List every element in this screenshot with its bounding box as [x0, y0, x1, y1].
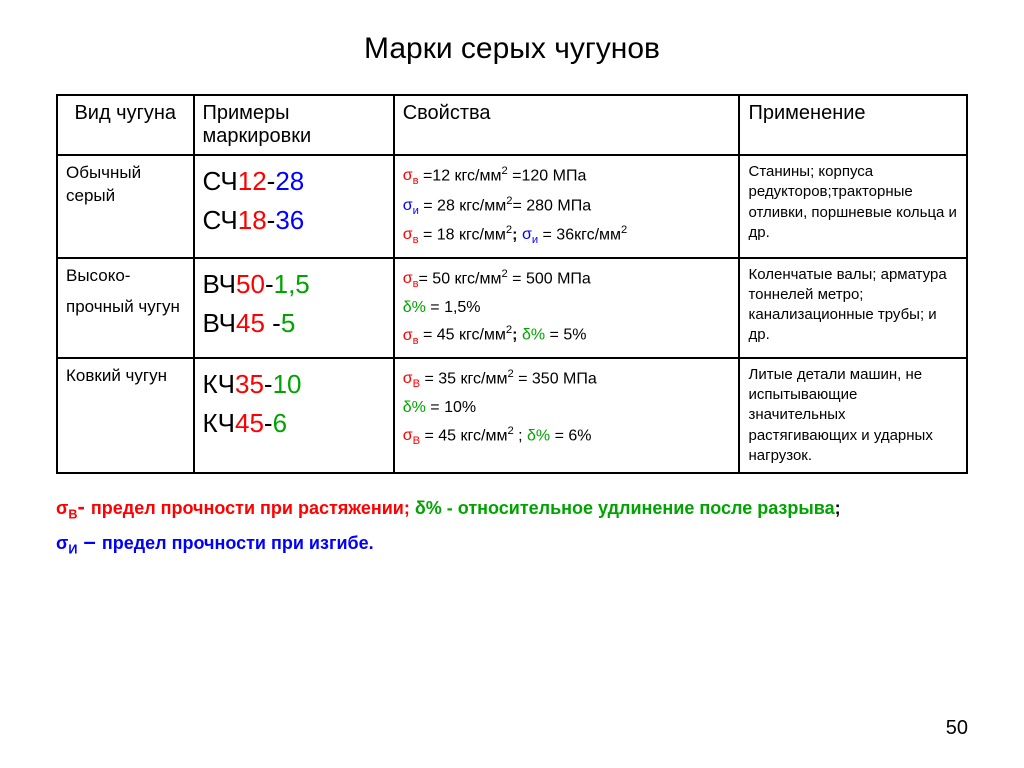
cell-use: Коленчатые валы; арматура тоннелей метро…: [739, 258, 967, 358]
table-row: Обычный серый СЧ12-28 СЧ18-36 σв =12 кгс…: [57, 155, 967, 258]
cast-iron-table: Вид чугуна Примеры маркировки Свойства П…: [56, 94, 968, 474]
mark-num2: 6: [273, 408, 287, 438]
mark-prefix: СЧ: [203, 166, 238, 196]
legend-sigma-i: σИ –: [56, 533, 102, 553]
prop-val: = 1,5%: [426, 299, 481, 316]
prop-val: = 5%: [545, 327, 586, 344]
cell-marks: КЧ35-10 КЧ45-6: [194, 358, 394, 473]
cell-type: Ковкий чугун: [57, 358, 194, 473]
mark-num1: 18: [238, 205, 267, 235]
prop-val: = 28 кгс/мм: [419, 197, 506, 214]
type-line2: прочный чугун: [66, 296, 185, 319]
cell-props: σВ = 35 кгс/мм2 = 350 МПа δ% = 10% σВ = …: [394, 358, 740, 473]
mark-dash: -: [265, 269, 274, 299]
mark-num1: 12: [238, 166, 267, 196]
mark-num1: 35: [235, 369, 264, 399]
cell-marks: СЧ12-28 СЧ18-36: [194, 155, 394, 258]
prop-sep: ;: [512, 226, 522, 243]
mark-num1: 50: [236, 269, 265, 299]
prop-val: = 35 кгс/мм: [420, 370, 507, 387]
mark-prefix: СЧ: [203, 205, 238, 235]
prop-val: = 45 кгс/мм: [420, 427, 507, 444]
mark-num2: 36: [275, 205, 304, 235]
cell-type: Высоко- прочный чугун: [57, 258, 194, 358]
col-header-type: Вид чугуна: [57, 95, 194, 155]
legend-delta-sym: δ% -: [415, 498, 458, 518]
table-row: Высоко- прочный чугун ВЧ50-1,5 ВЧ45 -5 σ…: [57, 258, 967, 358]
mark-dash: -: [264, 408, 273, 438]
legend-sigma-v: σВ-: [56, 498, 91, 518]
legend-semi: ;: [835, 498, 841, 518]
mark-prefix: ВЧ: [203, 308, 237, 338]
mark-dash: -: [265, 308, 281, 338]
page-number: 50: [946, 717, 968, 740]
mark-num2: 28: [275, 166, 304, 196]
prop-val: = 36кгс/мм: [538, 226, 621, 243]
prop-val: = 10%: [426, 399, 476, 416]
cell-marks: ВЧ50-1,5 ВЧ45 -5: [194, 258, 394, 358]
col-header-use: Применение: [739, 95, 967, 155]
prop-val: = 50 кгс/мм: [419, 270, 502, 287]
prop-val: = 6%: [550, 427, 591, 444]
unit-sup: 2: [621, 224, 627, 236]
sigma-v: σв: [403, 270, 419, 287]
prop-tail: =120 МПа: [508, 167, 587, 184]
sigma-i: σи: [522, 226, 538, 243]
legend-si-text: предел прочности при изгибе.: [102, 533, 374, 553]
cell-props: σв =12 кгс/мм2 =120 МПа σи = 28 кгс/мм2=…: [394, 155, 740, 258]
mark-dash: -: [264, 369, 273, 399]
sigma-v: σВ: [403, 427, 420, 444]
prop-tail: = 350 МПа: [514, 370, 597, 387]
mark-prefix: КЧ: [203, 369, 235, 399]
legend-delta-text: относительное удлинение после разрыва: [458, 498, 835, 518]
sigma-i: σи: [403, 197, 419, 214]
cell-use: Станины; корпуса редукторов;тракторные о…: [739, 155, 967, 258]
cell-props: σв= 50 кгс/мм2 = 500 МПа δ% = 1,5% σв = …: [394, 258, 740, 358]
prop-val: = 45 кгс/мм: [419, 327, 506, 344]
sigma-v: σВ: [403, 370, 420, 387]
cell-type: Обычный серый: [57, 155, 194, 258]
mark-prefix: ВЧ: [203, 269, 237, 299]
prop-sep: ;: [512, 327, 522, 344]
col-header-props: Свойства: [394, 95, 740, 155]
table-row: Ковкий чугун КЧ35-10 КЧ45-6 σВ = 35 кгс/…: [57, 358, 967, 473]
delta-pct: δ%: [527, 427, 550, 444]
legend-sv-text: предел прочности при растяжении;: [91, 498, 415, 518]
prop-sep: ;: [514, 427, 527, 444]
col-header-marks: Примеры маркировки: [194, 95, 394, 155]
prop-val: = 18 кгс/мм: [419, 226, 506, 243]
mark-num2: 1,5: [274, 269, 310, 299]
delta-pct: δ%: [522, 327, 545, 344]
legend: σВ- предел прочности при растяжении; δ% …: [56, 490, 968, 559]
prop-tail: = 280 МПа: [512, 197, 591, 214]
mark-num1: 45: [236, 308, 265, 338]
mark-num2: 5: [281, 308, 295, 338]
mark-num1: 45: [235, 408, 264, 438]
sigma-v: σв: [403, 167, 419, 184]
mark-prefix: КЧ: [203, 408, 235, 438]
delta-pct: δ%: [403, 399, 426, 416]
mark-num2: 10: [273, 369, 302, 399]
delta-pct: δ%: [403, 299, 426, 316]
prop-val: =12 кгс/мм: [419, 167, 502, 184]
cell-use: Литые детали машин, не испытывающие знач…: [739, 358, 967, 473]
sigma-v: σв: [403, 226, 419, 243]
sigma-v: σв: [403, 327, 419, 344]
page-title: Марки серых чугунов: [56, 32, 968, 66]
prop-tail: = 500 МПа: [508, 270, 591, 287]
table-header-row: Вид чугуна Примеры маркировки Свойства П…: [57, 95, 967, 155]
type-line1: Высоко-: [66, 265, 185, 288]
